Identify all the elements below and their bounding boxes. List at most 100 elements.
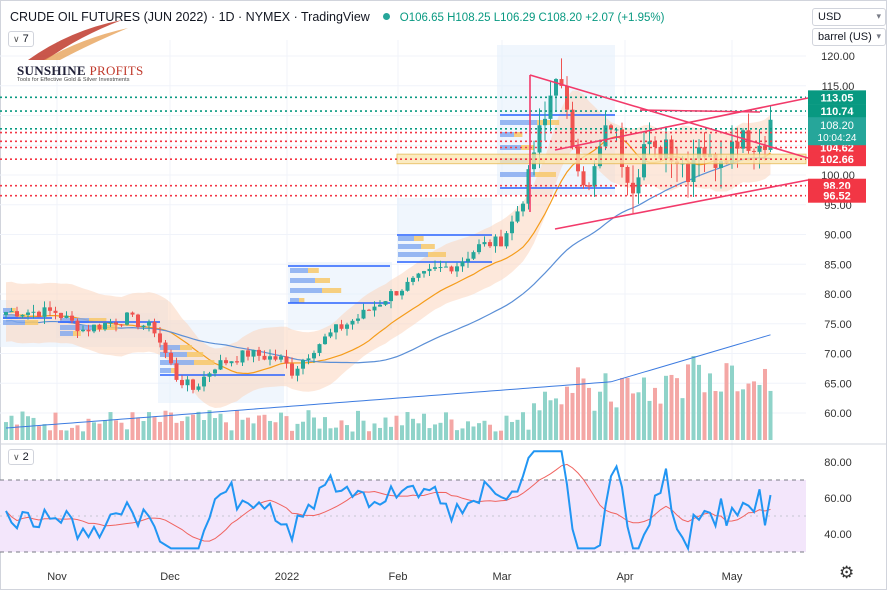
volume-bar (620, 378, 624, 440)
chart-header: CRUDE OIL FUTURES (JUN 2022) · 1D · NYME… (10, 10, 664, 24)
unit-value: barrel (US) (818, 31, 872, 43)
candle-body (631, 182, 635, 194)
level-price-label: 96.52 (823, 191, 851, 203)
volume-profile-bar (414, 236, 424, 241)
volume-profile-bar (421, 244, 435, 249)
volume-bar (328, 428, 333, 440)
volume-bar (42, 424, 47, 440)
candle-body (81, 329, 85, 332)
x-tick-label: Apr (616, 571, 633, 583)
volume-bar (306, 410, 311, 440)
logo-swoosh-icon (28, 20, 122, 60)
volume-bar (196, 411, 201, 440)
volume-bar (719, 391, 723, 440)
volume-bar (724, 363, 729, 440)
volume-profile-bar (160, 345, 180, 350)
y-tick-label: 115.00 (822, 81, 855, 93)
candle-body (229, 361, 234, 364)
candle-body (526, 169, 531, 204)
volume-bar (207, 410, 212, 440)
candle-body (559, 79, 564, 86)
candle-body (323, 336, 327, 345)
candle-body (587, 185, 591, 187)
candle-body (218, 360, 223, 370)
y-tick-label: 60.00 (824, 408, 852, 420)
candle-body (70, 315, 74, 321)
candle-body (31, 311, 36, 313)
volume-bar (482, 420, 487, 440)
candle-body (367, 309, 371, 311)
candle-body (416, 273, 421, 278)
rsi-line (5, 450, 772, 552)
symbol-title: CRUDE OIL FUTURES (JUN 2022) · 1D · NYME… (10, 10, 370, 24)
candle-body (53, 310, 58, 313)
level-price-label: 104.62 (820, 143, 854, 155)
volume-bar (273, 422, 278, 440)
volume-bar (20, 411, 25, 440)
candle-body (768, 119, 773, 150)
volume-bar (614, 407, 619, 440)
ma-slow-line (5, 157, 771, 364)
volume-bar (504, 415, 509, 440)
candle-body (647, 141, 652, 145)
candle-body (9, 311, 14, 313)
volume-bar (103, 420, 107, 440)
candle-body (174, 363, 179, 380)
volume-bar (537, 410, 542, 440)
volume-bar (218, 413, 223, 440)
candle-body (521, 203, 525, 212)
currency-value: USD (818, 11, 842, 23)
volume-bar (697, 364, 701, 440)
volume-bar (713, 391, 718, 440)
volume-bar (669, 374, 674, 440)
volume-bar (284, 416, 289, 440)
volume-bar (383, 417, 388, 440)
volume-bar (345, 425, 349, 440)
candle-body (543, 118, 547, 126)
volume-bar (301, 421, 305, 440)
volume-bar (493, 431, 498, 440)
candle-body (488, 242, 492, 247)
candle-body (345, 324, 349, 329)
volume-bar (15, 424, 19, 440)
candle-body (158, 333, 162, 343)
candle-body (207, 373, 212, 377)
volume-bar (70, 427, 74, 440)
pattern-trendline (554, 179, 809, 230)
volume-profile-bar (11, 308, 16, 313)
candle-body (389, 291, 393, 302)
countdown-label: 10:04:24 (818, 133, 857, 144)
candle-body (361, 309, 366, 319)
candle-body (449, 266, 454, 272)
main-indicators-toggle[interactable]: ∨ 7 (8, 31, 34, 47)
volume-bar (108, 412, 113, 440)
volume-profile-bar (3, 308, 11, 313)
level-price-label-bg (808, 152, 866, 167)
level-price-label-bg (808, 188, 866, 203)
volume-bar (471, 426, 476, 440)
candle-body (235, 361, 239, 363)
unit-select[interactable]: barrel (US) ▾ (812, 28, 886, 46)
candle-body (224, 360, 228, 364)
volume-bar (185, 416, 190, 440)
last-price-label-bg (808, 117, 866, 146)
currency-select[interactable]: USD ▾ (812, 8, 886, 26)
candle-body (510, 221, 514, 234)
volume-profile-bar (25, 320, 39, 325)
sub-indicators-toggle[interactable]: ∨ 2 (8, 449, 34, 465)
volume-bar (400, 425, 404, 440)
y-tick-label: 95.00 (824, 200, 852, 212)
volume-bar (752, 381, 756, 440)
candle-body (356, 318, 360, 321)
candle-body (422, 271, 426, 274)
settings-gear-icon[interactable]: ⚙ (839, 563, 855, 582)
volume-bar (741, 389, 745, 440)
volume-bar (202, 420, 206, 440)
volume-bar (515, 419, 520, 440)
volume-bar (174, 422, 179, 440)
volume-bar (141, 421, 146, 440)
chevron-down-icon: ∨ (13, 34, 20, 44)
candle-body (400, 290, 404, 296)
volume-profile-bar (290, 298, 299, 303)
